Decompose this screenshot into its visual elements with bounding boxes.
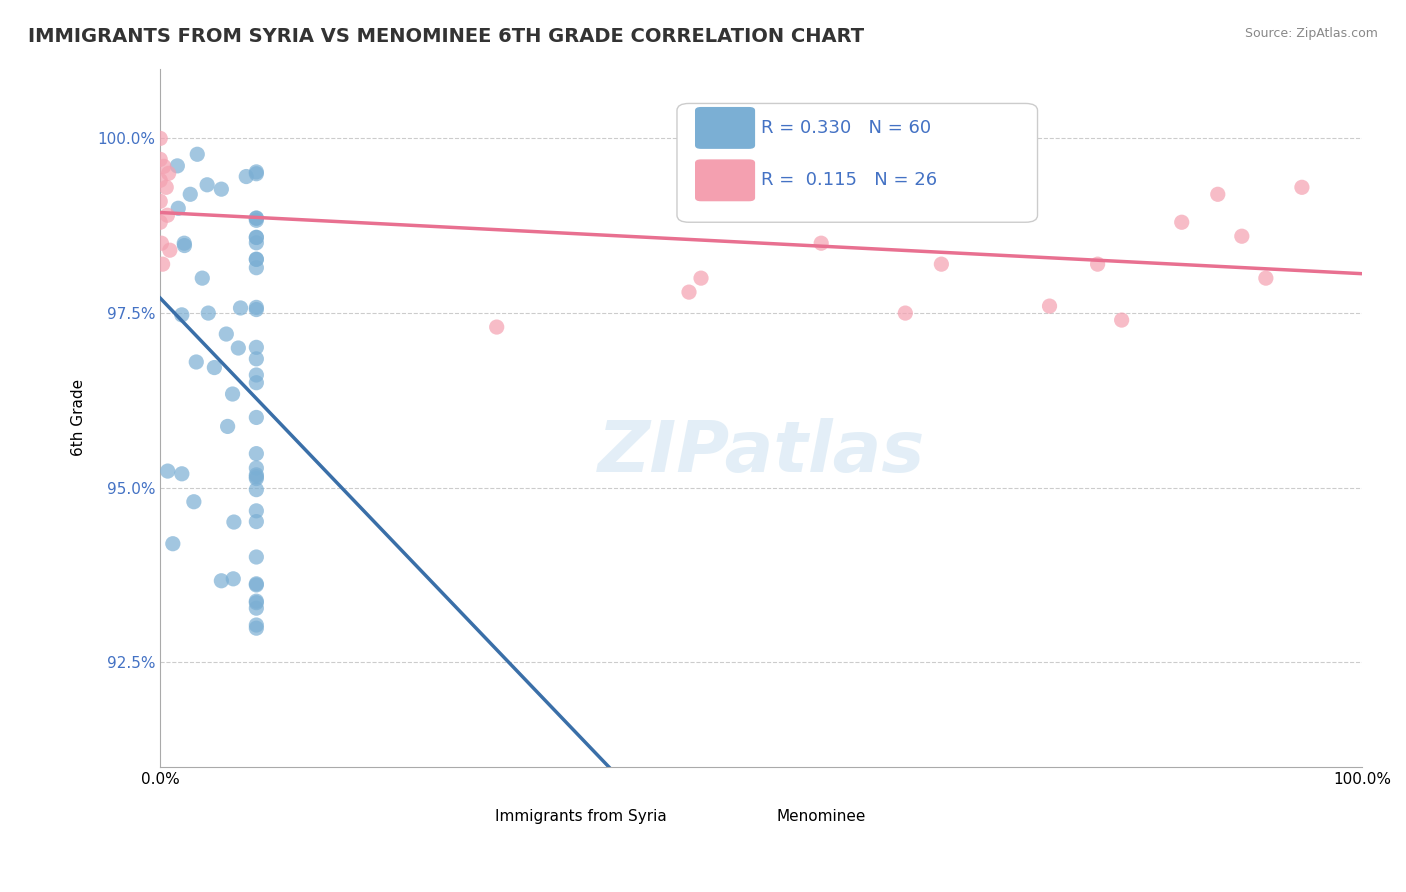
Immigrants from Syria [197, 306, 219, 320]
Immigrants from Syria [222, 572, 245, 586]
Menominee [156, 208, 179, 222]
Menominee [149, 131, 172, 145]
Menominee [150, 236, 173, 251]
Immigrants from Syria [209, 574, 232, 588]
Immigrants from Syria [173, 238, 195, 252]
Text: IMMIGRANTS FROM SYRIA VS MENOMINEE 6TH GRADE CORRELATION CHART: IMMIGRANTS FROM SYRIA VS MENOMINEE 6TH G… [28, 27, 865, 45]
Immigrants from Syria [170, 308, 193, 322]
Immigrants from Syria [167, 201, 190, 215]
Menominee [1254, 271, 1277, 285]
Immigrants from Syria [215, 326, 238, 341]
Menominee [149, 153, 172, 167]
Immigrants from Syria [221, 387, 243, 401]
Text: Menominee: Menominee [776, 809, 866, 824]
Menominee [157, 166, 180, 180]
Immigrants from Syria [245, 515, 267, 529]
Immigrants from Syria [245, 376, 267, 390]
Immigrants from Syria [222, 515, 245, 529]
FancyBboxPatch shape [676, 103, 1038, 222]
Immigrants from Syria [245, 235, 267, 250]
Immigrants from Syria [173, 236, 195, 251]
Immigrants from Syria [245, 301, 267, 315]
Menominee [149, 173, 172, 187]
FancyBboxPatch shape [481, 789, 524, 822]
Immigrants from Syria [229, 301, 252, 315]
Menominee [1111, 313, 1133, 327]
FancyBboxPatch shape [721, 789, 765, 822]
Immigrants from Syria [183, 494, 205, 508]
Menominee [155, 180, 177, 194]
Menominee [1170, 215, 1192, 229]
Immigrants from Syria [245, 252, 267, 267]
Immigrants from Syria [191, 271, 214, 285]
Menominee [931, 257, 953, 271]
Immigrants from Syria [228, 341, 250, 355]
Immigrants from Syria [186, 147, 208, 161]
Immigrants from Syria [245, 577, 267, 591]
Immigrants from Syria [245, 447, 267, 461]
Immigrants from Syria [245, 471, 267, 485]
Immigrants from Syria [245, 302, 267, 317]
Immigrants from Syria [209, 182, 232, 196]
Y-axis label: 6th Grade: 6th Grade [72, 379, 86, 457]
Menominee [810, 236, 832, 251]
Text: ZIPatlas: ZIPatlas [598, 418, 925, 487]
Immigrants from Syria [186, 355, 208, 369]
Menominee [1291, 180, 1313, 194]
Immigrants from Syria [235, 169, 257, 184]
Immigrants from Syria [245, 601, 267, 615]
Immigrants from Syria [202, 360, 225, 375]
Menominee [894, 306, 917, 320]
Immigrants from Syria [245, 340, 267, 354]
Menominee [159, 243, 181, 257]
Immigrants from Syria [245, 230, 267, 244]
Immigrants from Syria [245, 483, 267, 497]
Menominee [149, 215, 172, 229]
Immigrants from Syria [245, 504, 267, 518]
Text: Source: ZipAtlas.com: Source: ZipAtlas.com [1244, 27, 1378, 40]
Immigrants from Syria [245, 211, 267, 225]
Immigrants from Syria [245, 549, 267, 564]
Menominee [152, 257, 174, 271]
Text: Immigrants from Syria: Immigrants from Syria [495, 809, 666, 824]
Immigrants from Syria [170, 467, 193, 481]
Immigrants from Syria [245, 368, 267, 382]
Menominee [149, 194, 172, 209]
FancyBboxPatch shape [695, 107, 755, 149]
Immigrants from Syria [245, 213, 267, 227]
Immigrants from Syria [245, 351, 267, 366]
Immigrants from Syria [245, 469, 267, 483]
Menominee [690, 271, 713, 285]
Immigrants from Syria [179, 187, 201, 202]
Text: R = 0.330   N = 60: R = 0.330 N = 60 [761, 119, 931, 136]
Immigrants from Syria [245, 211, 267, 226]
Immigrants from Syria [217, 419, 239, 434]
Immigrants from Syria [245, 230, 267, 244]
Immigrants from Syria [245, 467, 267, 482]
Immigrants from Syria [195, 178, 218, 192]
Immigrants from Syria [245, 165, 267, 179]
Menominee [1230, 229, 1253, 244]
Immigrants from Syria [245, 260, 267, 275]
Immigrants from Syria [156, 464, 179, 478]
Immigrants from Syria [245, 461, 267, 475]
Immigrants from Syria [162, 537, 184, 551]
Menominee [678, 285, 700, 299]
Immigrants from Syria [245, 252, 267, 267]
Menominee [1206, 187, 1229, 202]
Immigrants from Syria [245, 410, 267, 425]
FancyBboxPatch shape [695, 160, 755, 202]
Immigrants from Syria [245, 167, 267, 181]
Menominee [485, 320, 508, 334]
Immigrants from Syria [245, 594, 267, 608]
Immigrants from Syria [245, 578, 267, 592]
Menominee [153, 159, 176, 173]
Menominee [1038, 299, 1060, 313]
Menominee [1087, 257, 1109, 271]
Immigrants from Syria [245, 621, 267, 635]
Immigrants from Syria [245, 596, 267, 610]
Text: R =  0.115   N = 26: R = 0.115 N = 26 [761, 171, 938, 189]
Immigrants from Syria [245, 618, 267, 632]
Immigrants from Syria [166, 159, 188, 173]
